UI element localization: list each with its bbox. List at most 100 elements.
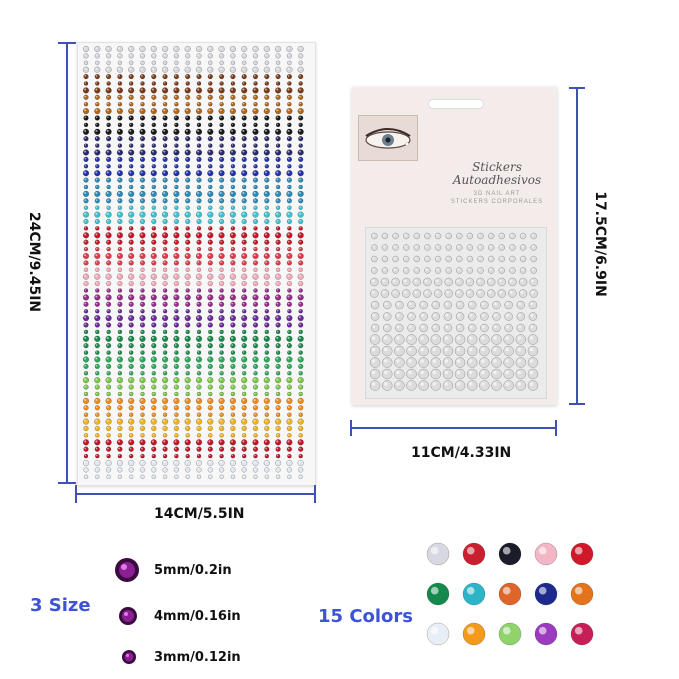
rhinestone [185,343,191,349]
rhinestone [95,474,100,480]
rhinestone [207,384,213,390]
rhinestone [207,232,214,239]
rhinestone [264,363,270,370]
rhinestone [298,267,303,273]
rhinestone [230,143,236,148]
rhinestone [207,363,213,370]
rhinestone [150,232,157,239]
gem-3mm-icon [122,650,136,664]
rhinestone [105,301,112,307]
rhinestone [128,467,134,473]
rhinestone [185,405,191,411]
clear-rhinestone [445,267,452,274]
rhinestone [185,280,191,287]
clear-rhinestone [442,380,454,391]
rhinestone [106,143,111,148]
clear-rhinestone [492,312,501,321]
rhinestone [286,107,293,115]
rhinestone [150,87,157,94]
rhinestone [275,391,281,397]
rhinestone [94,260,100,266]
rhinestone [241,453,247,459]
rhinestone [139,397,146,405]
rhinestone [275,363,281,370]
rhinestone [196,322,202,328]
rhinestone [241,101,247,107]
rhinestone [83,405,89,411]
clear-rhinestone [380,289,390,298]
clear-rhinestone [442,368,454,380]
rhinestone [185,363,191,370]
rhinestone [264,164,270,169]
clear-rhinestone [391,289,400,298]
rhinestone [297,66,304,73]
rhinestone [275,122,281,128]
rhinestone [218,211,225,218]
rhinestone [264,467,270,473]
rhinestone [286,418,293,425]
clear-rhinestone [431,312,441,321]
rhinestone [263,418,270,425]
rhinestone [106,81,111,86]
color-swatch-gem [462,542,486,566]
rhinestone [208,433,213,438]
rhinestone [218,252,225,260]
rhinestone [252,446,259,452]
rhinestone [151,198,157,204]
rhinestone [219,226,224,231]
rhinestone [253,371,258,376]
clear-rhinestone [394,380,405,391]
rhinestone [82,314,90,322]
rhinestone [275,143,281,148]
rhinestone [105,418,112,425]
rhinestone [94,425,100,432]
clear-rhinestone [418,368,429,380]
rhinestone [162,226,168,231]
rhinestone [83,218,89,225]
rhinestone [173,53,180,59]
rhinestone [139,260,146,266]
rhinestone [174,164,179,169]
rhinestone [162,246,168,252]
rhinestone [286,218,293,225]
rhinestone [207,280,213,287]
rhinestone [139,252,146,260]
rhinestone [230,198,236,204]
rhinestone [275,218,281,225]
small-width-cap-right [555,420,557,436]
rhinestone [252,301,259,307]
rhinestone [117,343,123,349]
large-height-label: 24CM/9.45IN [26,211,42,313]
rhinestone [95,329,100,335]
rhinestone [174,453,179,459]
rhinestone [128,81,134,86]
rhinestone [173,190,180,198]
hang-hole [428,99,484,109]
rhinestone [83,267,89,273]
clear-rhinestone [456,244,463,251]
rhinestone [286,356,293,363]
rhinestone [83,60,89,66]
clear-rhinestone [454,334,466,345]
rhinestone [150,45,157,53]
rhinestone [128,45,135,53]
rhinestone [263,107,270,115]
clear-rhinestone [413,232,421,240]
rhinestone [274,107,282,115]
package-subtitle-line1: 3D NAIL ART [473,191,521,197]
rhinestone [264,198,270,204]
rhinestone [174,143,179,148]
rhinestone [128,288,134,293]
rhinestone [264,101,270,107]
rhinestone [185,322,191,328]
rhinestone [218,363,225,370]
rhinestone [185,267,190,273]
rhinestone [83,329,89,335]
rhinestone [151,226,157,231]
clear-rhinestone [467,300,477,310]
rhinestone [173,343,180,349]
package-subtitle: 3D NAIL ART STICKERS CORPORALES [437,190,557,206]
rhinestone [139,322,146,328]
rhinestone [264,301,270,307]
rhinestone [253,101,258,107]
